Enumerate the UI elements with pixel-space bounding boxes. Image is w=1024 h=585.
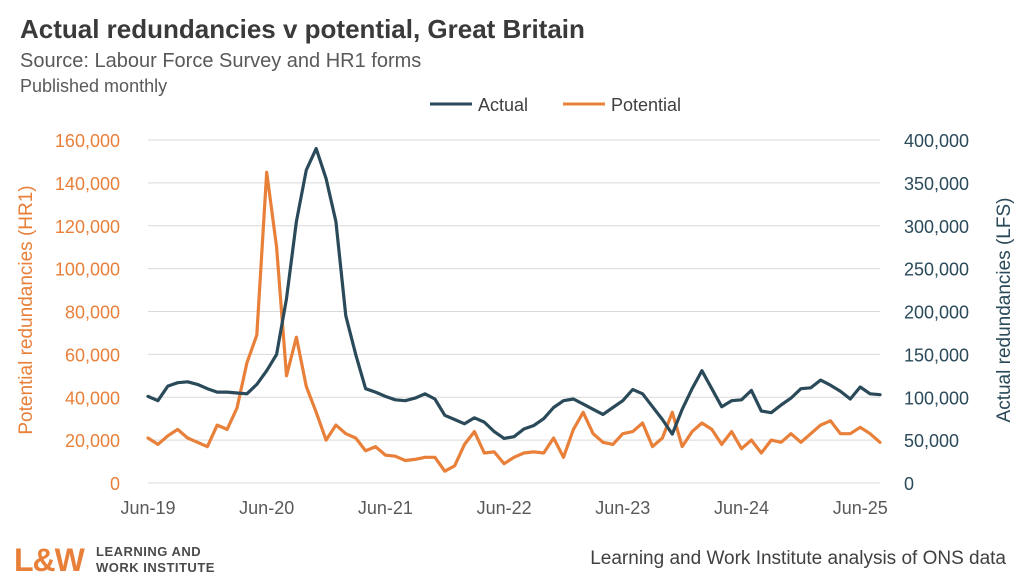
right-tick-label: 350,000 <box>904 174 969 194</box>
right-tick-label: 0 <box>904 474 914 494</box>
legend-label-actual: Actual <box>478 95 528 115</box>
left-tick-label: 20,000 <box>65 431 120 451</box>
left-tick-label: 40,000 <box>65 388 120 408</box>
right-tick-label: 150,000 <box>904 345 969 365</box>
x-tick-label: Jun-22 <box>477 498 532 518</box>
right-axis-label: Actual redundancies (LFS) <box>994 198 1015 423</box>
right-tick-label: 200,000 <box>904 303 969 323</box>
right-tick-label: 50,000 <box>904 431 959 451</box>
left-tick-label: 120,000 <box>55 217 120 237</box>
left-tick-label: 100,000 <box>55 260 120 280</box>
left-tick-label: 160,000 <box>55 131 120 151</box>
x-tick-label: Jun-24 <box>714 498 769 518</box>
logo-line-1: LEARNING AND <box>96 544 202 559</box>
left-tick-label: 60,000 <box>65 345 120 365</box>
x-tick-label: Jun-21 <box>358 498 413 518</box>
lw-logo: L&W LEARNING AND WORK INSTITUTE <box>14 540 234 578</box>
right-tick-label: 100,000 <box>904 388 969 408</box>
left-tick-label: 80,000 <box>65 303 120 323</box>
logo-line-2: WORK INSTITUTE <box>96 560 215 575</box>
right-tick-label: 300,000 <box>904 217 969 237</box>
x-tick-label: Jun-20 <box>239 498 294 518</box>
legend-label-potential: Potential <box>611 95 681 115</box>
left-axis-ticks: 0 20,000 40,000 60,000 80,000 100,000 120,000 1… <box>55 131 120 494</box>
x-tick-label: Jun-25 <box>833 498 888 518</box>
source-credit: Learning and Work Institute analysis of … <box>590 548 1006 569</box>
series-line-potential <box>146 170 882 473</box>
x-tick-label: Jun-19 <box>120 498 175 518</box>
left-axis-label: Potential redundancies (HR1) <box>16 185 37 434</box>
left-tick-label: 0 <box>110 474 120 494</box>
right-tick-label: 400,000 <box>904 131 969 151</box>
right-tick-label: 250,000 <box>904 260 969 280</box>
logo-text: LEARNING AND WORK INSTITUTE <box>96 544 215 576</box>
x-axis-ticks: Jun-19 Jun-20 Jun-21 Jun-22 Jun-23 Jun-24 Jun-… <box>120 498 887 518</box>
left-tick-label: 140,000 <box>55 174 120 194</box>
right-axis-ticks: 0 50,000 100,000 150,000 200,000 250,000 300,0… <box>904 131 969 494</box>
logo-mark: L&W <box>14 542 85 578</box>
legend: Actual Potential <box>430 95 681 115</box>
page-title: Actual redundancies v potential, Great B… <box>20 14 585 44</box>
series-lines <box>146 147 882 473</box>
series-line-actual <box>146 147 882 440</box>
chart-note: Published monthly <box>20 76 168 96</box>
gridlines <box>148 139 880 484</box>
chart-subtitle: Source: Labour Force Survey and HR1 form… <box>20 50 422 72</box>
x-tick-label: Jun-23 <box>595 498 650 518</box>
